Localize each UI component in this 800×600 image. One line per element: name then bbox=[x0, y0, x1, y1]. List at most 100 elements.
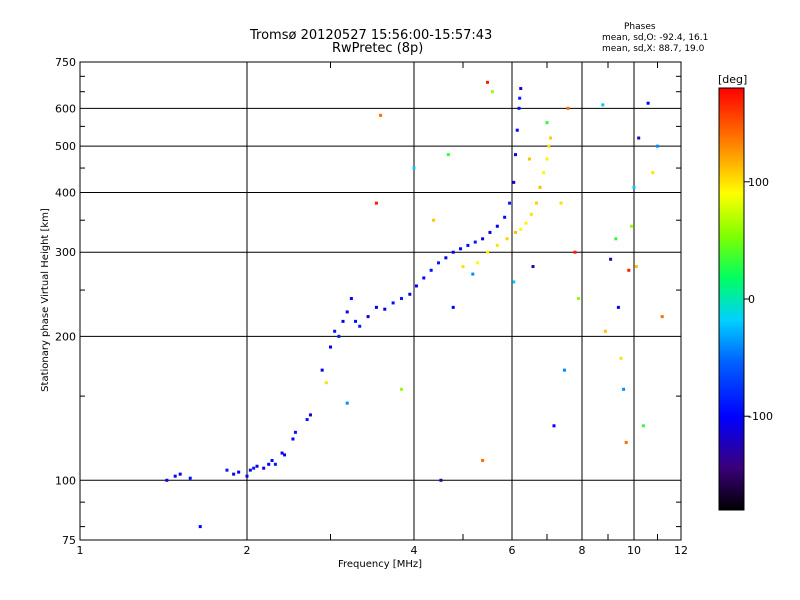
x-axis-label: Frequency [MHz] bbox=[338, 559, 422, 570]
data-point bbox=[508, 201, 512, 205]
data-point bbox=[627, 268, 631, 272]
data-point bbox=[248, 468, 252, 472]
y-tick-labels: 75 100 200 300 400 500 600 750 bbox=[55, 56, 76, 547]
chart-subtitle: RwPretec (8p) bbox=[332, 41, 424, 56]
data-point bbox=[545, 121, 549, 125]
data-point bbox=[545, 157, 549, 161]
data-point bbox=[624, 440, 628, 444]
data-point bbox=[518, 96, 522, 100]
data-point bbox=[349, 297, 353, 301]
data-point bbox=[519, 227, 523, 231]
data-point bbox=[255, 464, 259, 468]
data-point bbox=[609, 257, 613, 261]
data-point bbox=[514, 230, 517, 234]
data-point bbox=[225, 468, 229, 472]
data-point bbox=[601, 103, 605, 107]
data-point bbox=[622, 387, 626, 391]
data-point bbox=[559, 201, 563, 205]
data-point bbox=[422, 276, 426, 280]
data-point bbox=[577, 297, 580, 301]
data-point bbox=[198, 525, 202, 529]
phases-legend-o-mode: mean, sd,O: -92.4, 16.1 bbox=[602, 33, 709, 43]
data-point bbox=[267, 462, 271, 466]
data-point bbox=[563, 368, 566, 372]
data-point bbox=[345, 310, 349, 314]
data-point bbox=[629, 224, 633, 228]
data-point bbox=[178, 472, 182, 476]
data-point bbox=[245, 474, 249, 478]
data-point bbox=[503, 215, 507, 219]
data-point bbox=[173, 474, 177, 478]
data-point bbox=[293, 430, 297, 434]
data-point bbox=[429, 268, 433, 272]
data-point bbox=[517, 106, 521, 110]
data-point bbox=[619, 356, 623, 360]
data-point bbox=[280, 451, 284, 455]
data-point bbox=[412, 166, 416, 170]
y-tick-label: 100 bbox=[55, 474, 76, 487]
data-point bbox=[549, 136, 552, 140]
colorbar-tick-label: 100 bbox=[748, 176, 769, 189]
data-point bbox=[476, 261, 480, 265]
data-point bbox=[535, 201, 538, 205]
x-tick-label: 1 bbox=[77, 544, 84, 557]
colorbar-label: [deg] bbox=[718, 73, 747, 86]
colorbar-tick-label: 0 bbox=[748, 293, 755, 306]
data-point bbox=[165, 478, 169, 482]
data-point bbox=[354, 319, 358, 323]
data-point bbox=[481, 458, 485, 462]
colorbar-tick-label: -100 bbox=[748, 410, 773, 423]
data-point bbox=[528, 157, 531, 161]
data-point bbox=[488, 230, 492, 234]
colorbar bbox=[718, 87, 745, 511]
data-point bbox=[473, 240, 477, 244]
data-point bbox=[614, 237, 618, 241]
data-point bbox=[451, 250, 455, 254]
data-point bbox=[444, 256, 448, 260]
colorbar-ticks: 100 0 -100 bbox=[744, 176, 773, 423]
data-point bbox=[374, 201, 378, 205]
data-points bbox=[165, 80, 664, 529]
phases-legend-title: Phases bbox=[624, 22, 656, 32]
data-point bbox=[490, 90, 494, 94]
data-point bbox=[374, 305, 378, 309]
data-point bbox=[524, 221, 528, 225]
data-point bbox=[379, 113, 383, 117]
data-point bbox=[320, 368, 324, 372]
data-point bbox=[519, 87, 523, 91]
data-point bbox=[512, 280, 516, 284]
data-point bbox=[542, 171, 545, 175]
data-point bbox=[324, 381, 328, 385]
data-point bbox=[646, 101, 650, 105]
x-tick-label: 6 bbox=[509, 544, 516, 557]
data-point bbox=[634, 265, 638, 269]
data-point bbox=[451, 305, 455, 309]
data-point bbox=[446, 153, 450, 157]
data-point bbox=[432, 218, 436, 222]
x-tick-label: 4 bbox=[411, 544, 418, 557]
data-point bbox=[262, 466, 266, 470]
data-point bbox=[237, 470, 241, 474]
data-point bbox=[481, 237, 485, 241]
y-tick-label: 300 bbox=[55, 246, 76, 259]
data-point bbox=[515, 128, 519, 132]
chart-title: Tromsø 20120527 15:56:00-15:57:43 bbox=[250, 28, 493, 43]
data-point bbox=[345, 401, 349, 405]
data-point bbox=[505, 237, 509, 241]
plot-frame bbox=[79, 61, 682, 541]
x-tick-label: 8 bbox=[579, 544, 586, 557]
data-point bbox=[471, 272, 475, 276]
data-point bbox=[656, 144, 659, 148]
data-point bbox=[437, 261, 440, 265]
data-point bbox=[273, 462, 277, 466]
data-point bbox=[383, 307, 387, 311]
data-point bbox=[616, 305, 620, 309]
data-point bbox=[358, 324, 362, 328]
data-point bbox=[408, 292, 412, 296]
grid-lines bbox=[80, 62, 681, 540]
data-point bbox=[566, 106, 570, 110]
x-tick-label: 10 bbox=[627, 544, 641, 557]
data-point bbox=[529, 212, 533, 216]
data-point bbox=[366, 315, 370, 319]
data-point bbox=[337, 334, 341, 338]
